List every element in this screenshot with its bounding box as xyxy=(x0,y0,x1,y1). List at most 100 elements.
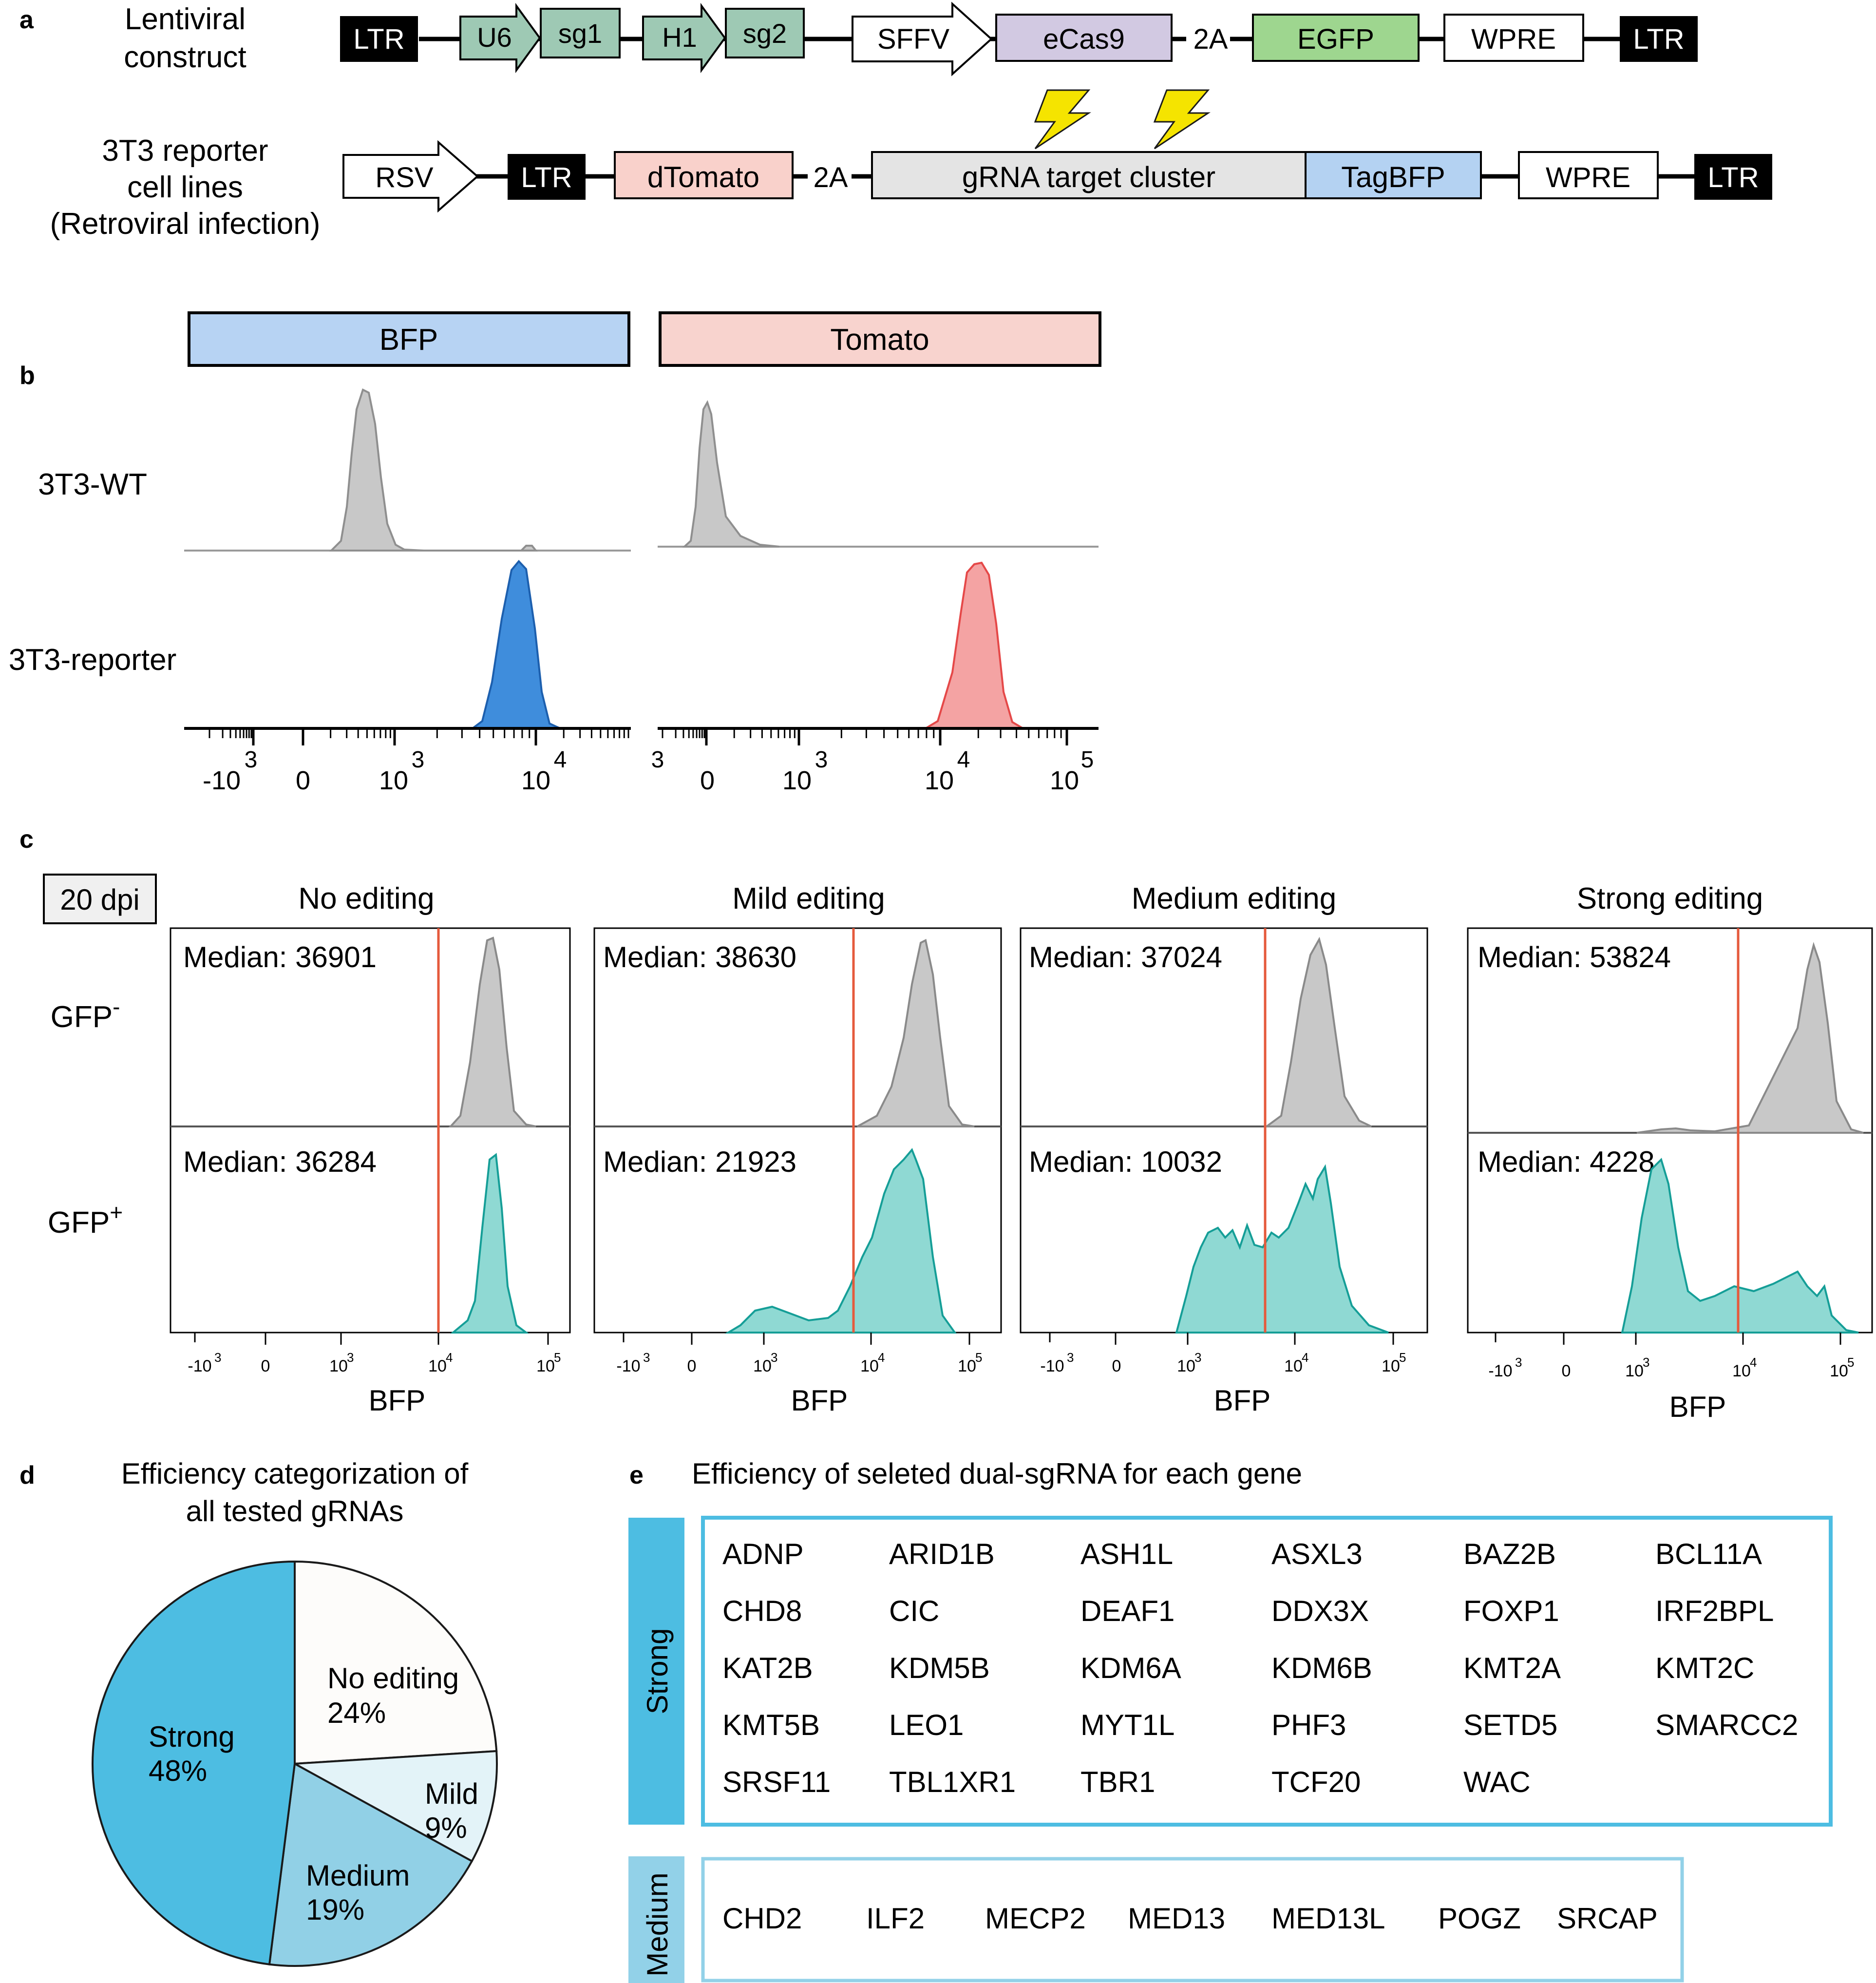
svg-text:10: 10 xyxy=(1284,1357,1303,1375)
x-axis-tick-labels: -10 3 0 103 104 105 xyxy=(188,1350,561,1375)
median-label-bottom: Median: 10032 xyxy=(1029,1145,1222,1178)
pie-title-line1: Efficiency categorization of xyxy=(121,1457,469,1490)
x-axis-ticks xyxy=(194,1333,549,1345)
wpre-label-2: WPRE xyxy=(1546,162,1630,193)
sffv-label: SFFV xyxy=(877,23,950,55)
gfp-neg-histogram xyxy=(1636,942,1864,1134)
ltr-label-2a: LTR xyxy=(521,162,572,193)
tomato-x-axis xyxy=(658,727,1099,745)
strong-gene: KDM6A xyxy=(1080,1652,1181,1684)
2a-label-1: 2A xyxy=(1194,23,1228,55)
strong-gene: MYT1L xyxy=(1080,1709,1175,1741)
h1-label: H1 xyxy=(662,22,697,53)
ltr-label-1b: LTR xyxy=(1633,23,1684,55)
svg-text:3: 3 xyxy=(214,1350,221,1365)
plot-frame xyxy=(593,927,1002,1334)
medium-gene: SRCAP xyxy=(1557,1902,1658,1935)
lentiviral-title-line2: construct xyxy=(124,40,246,74)
medium-gene: POGZ xyxy=(1438,1902,1521,1935)
svg-text:5: 5 xyxy=(975,1350,982,1365)
svg-text:10: 10 xyxy=(1830,1362,1848,1380)
strong-gene: ARID1B xyxy=(889,1538,995,1570)
egfp-box xyxy=(1252,14,1420,62)
svg-text:10: 10 xyxy=(428,1357,447,1375)
reporter-title-line3: (Retroviral infection) xyxy=(50,207,321,241)
svg-text:5: 5 xyxy=(1399,1350,1406,1365)
strong-side-bar xyxy=(628,1518,684,1825)
medium-gene: ILF2 xyxy=(866,1902,925,1935)
grna-target-cluster-box xyxy=(871,151,1307,199)
strong-gene: KMT2C xyxy=(1655,1652,1754,1684)
flow-plot-medium-editing: Medium editing Median: 37024 Median: 100… xyxy=(1020,882,1428,1417)
wpre-box-1 xyxy=(1443,14,1584,62)
svg-text:5: 5 xyxy=(554,1350,561,1365)
x-axis-tick-labels: -10 3 0 103 104 105 xyxy=(616,1350,982,1375)
tomato-tick-label: 10 xyxy=(1050,766,1079,795)
panel-label-e: e xyxy=(629,1461,644,1489)
gfp-neg-histogram xyxy=(1263,936,1372,1127)
median-label-top: Median: 37024 xyxy=(1029,941,1222,973)
strong-gene: PHF3 xyxy=(1271,1709,1346,1741)
gfp-neg-histogram xyxy=(857,939,975,1127)
bfp-tick-label: 10 xyxy=(521,766,550,795)
strong-gene: TCF20 xyxy=(1271,1766,1361,1798)
plot-title: Mild editing xyxy=(732,882,885,915)
slice-pct-mild: 9% xyxy=(425,1811,467,1844)
x-axis-label: BFP xyxy=(1214,1384,1271,1417)
medium-gene: MED13 xyxy=(1128,1902,1225,1935)
strong-gene: TBR1 xyxy=(1080,1766,1155,1798)
strong-gene-box xyxy=(701,1516,1833,1827)
flow-plot-no-editing: No editing Median: 36901 Median: 36284 -… xyxy=(170,882,571,1417)
slice-label-strong: Strong xyxy=(149,1720,235,1753)
dtomato-box xyxy=(614,151,794,199)
svg-text:4: 4 xyxy=(878,1350,885,1365)
tomato-wt-histogram xyxy=(682,400,780,548)
dtomato-label: dTomato xyxy=(647,161,759,193)
gfp-pos-histogram xyxy=(724,1148,957,1334)
wpre-box-2 xyxy=(1518,151,1659,199)
sg2-label: sg2 xyxy=(743,18,787,49)
timepoint-badge xyxy=(43,874,157,924)
row-label-3t3-reporter: 3T3-reporter xyxy=(9,643,177,677)
bfp-tick-exp: 3 xyxy=(245,747,258,773)
tomato-header-box xyxy=(659,311,1101,367)
ltr-label-2b: LTR xyxy=(1707,162,1759,193)
pie-labels: No editing 24% Mild 9% Medium 19% Strong… xyxy=(149,1662,478,1926)
ecas9-box xyxy=(995,14,1173,62)
x-axis-tick-labels: -10 3 0 103 104 105 xyxy=(1040,1350,1406,1375)
strong-side-label: Strong xyxy=(641,1628,674,1715)
strong-gene: KDM5B xyxy=(889,1652,990,1684)
slice-label-mild: Mild xyxy=(425,1777,478,1810)
svg-text:4: 4 xyxy=(446,1350,453,1365)
strong-gene-grid: ADNP ARID1B ASH1L ASXL3 BAZ2B BCL11A CHD8 CIC DE… xyxy=(722,1538,1798,1798)
bfp-header-box xyxy=(188,311,630,367)
panel-b: b BFP Tomato 3T3-WT 3T3-reporter -10 3 0… xyxy=(9,311,1101,795)
svg-text:0: 0 xyxy=(261,1357,270,1375)
strong-gene: KDM6B xyxy=(1271,1652,1372,1684)
bfp-tick-label: -10 xyxy=(203,766,241,795)
grna-target-cluster-label: gRNA target cluster xyxy=(962,161,1215,193)
strong-gene: SETD5 xyxy=(1463,1709,1557,1741)
svg-text:-10: -10 xyxy=(1488,1362,1512,1380)
tomato-reporter-histogram xyxy=(922,561,1027,729)
strong-gene: BAZ2B xyxy=(1463,1538,1556,1570)
strong-gene: WAC xyxy=(1463,1766,1531,1798)
panel-label-d: d xyxy=(19,1461,35,1489)
strong-gene: SMARCC2 xyxy=(1655,1709,1798,1741)
pie-chart xyxy=(92,1560,498,1967)
medium-side-bar xyxy=(628,1856,684,1983)
tomato-tick-label: 10 xyxy=(782,766,812,795)
tomato-tick-labels: 3 0 10 3 10 4 10 5 xyxy=(651,747,1094,795)
svg-text:3: 3 xyxy=(771,1350,777,1365)
tomato-tick-exp: 5 xyxy=(1081,747,1094,773)
svg-text:0: 0 xyxy=(1112,1357,1121,1375)
h1-promoter-arrow xyxy=(642,2,726,74)
svg-text:10: 10 xyxy=(329,1357,348,1375)
sg1-box xyxy=(540,8,621,58)
ltr-box-2b xyxy=(1694,154,1772,200)
bfp-tick-label: 10 xyxy=(379,766,408,795)
strong-gene: ADNP xyxy=(722,1538,804,1570)
flow-plot-mild-editing: Mild editing Median: 38630 Median: 21923… xyxy=(593,882,1002,1417)
tomato-tick-exp: 4 xyxy=(957,747,970,773)
svg-text:-10: -10 xyxy=(616,1357,640,1375)
